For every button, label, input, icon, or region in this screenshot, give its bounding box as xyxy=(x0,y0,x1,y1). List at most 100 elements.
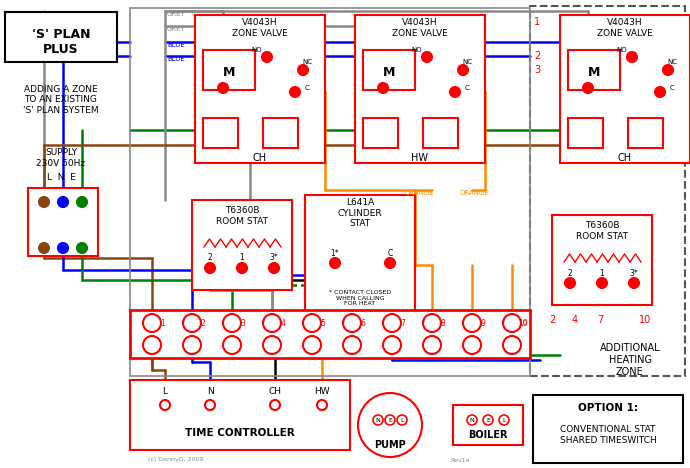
Circle shape xyxy=(458,65,468,75)
Text: V4043H
ZONE VALVE: V4043H ZONE VALVE xyxy=(232,18,288,38)
Text: 10: 10 xyxy=(639,315,651,325)
Circle shape xyxy=(58,243,68,253)
Text: Rev1a: Rev1a xyxy=(450,458,469,462)
Text: 'S' PLAN
PLUS: 'S' PLAN PLUS xyxy=(32,28,90,56)
Text: 1: 1 xyxy=(161,319,166,328)
Circle shape xyxy=(627,52,637,62)
Circle shape xyxy=(269,263,279,273)
Bar xyxy=(5,12,117,62)
Text: 6: 6 xyxy=(361,319,366,328)
Circle shape xyxy=(39,243,49,253)
Circle shape xyxy=(237,263,247,273)
Circle shape xyxy=(597,278,607,288)
Text: E: E xyxy=(388,417,392,423)
Text: T6360B
ROOM STAT: T6360B ROOM STAT xyxy=(576,221,628,241)
Circle shape xyxy=(330,258,340,268)
Text: 7: 7 xyxy=(401,319,406,328)
Text: 2: 2 xyxy=(549,315,555,325)
Circle shape xyxy=(290,87,300,97)
Bar xyxy=(530,6,685,376)
Text: ADDING A ZONE
TO AN EXISTING
'S' PLAN SYSTEM: ADDING A ZONE TO AN EXISTING 'S' PLAN SY… xyxy=(23,85,99,115)
Text: L: L xyxy=(400,417,404,423)
Bar xyxy=(203,50,255,90)
Circle shape xyxy=(629,278,639,288)
Bar xyxy=(355,15,485,163)
Text: C: C xyxy=(387,249,393,257)
Text: BLUE: BLUE xyxy=(167,56,185,62)
Circle shape xyxy=(58,197,68,207)
Bar xyxy=(568,50,620,90)
Text: L641A
CYLINDER
STAT: L641A CYLINDER STAT xyxy=(337,198,382,228)
Text: 1: 1 xyxy=(239,254,244,263)
Bar xyxy=(195,15,325,163)
Circle shape xyxy=(205,263,215,273)
Bar xyxy=(130,310,530,358)
Text: 3*: 3* xyxy=(629,269,638,278)
Text: N: N xyxy=(375,417,380,423)
Text: 4: 4 xyxy=(281,319,286,328)
Bar xyxy=(363,118,398,148)
Text: E: E xyxy=(486,417,490,423)
Text: 1: 1 xyxy=(600,269,604,278)
Text: 1: 1 xyxy=(534,17,540,27)
Bar xyxy=(192,200,292,290)
Text: 9: 9 xyxy=(480,319,486,328)
Text: GREY: GREY xyxy=(167,11,186,17)
Circle shape xyxy=(39,197,49,207)
Circle shape xyxy=(565,278,575,288)
Text: C: C xyxy=(304,85,309,91)
Circle shape xyxy=(77,197,87,207)
Text: 1*: 1* xyxy=(331,249,339,257)
Text: CONVENTIONAL STAT
SHARED TIMESWITCH: CONVENTIONAL STAT SHARED TIMESWITCH xyxy=(560,425,656,445)
Bar xyxy=(305,195,415,315)
Text: 2: 2 xyxy=(534,51,540,61)
Text: CH: CH xyxy=(618,153,632,163)
Bar xyxy=(423,118,458,148)
Circle shape xyxy=(218,83,228,93)
Circle shape xyxy=(385,258,395,268)
Text: 3: 3 xyxy=(241,319,246,328)
Circle shape xyxy=(663,65,673,75)
Text: * CONTACT CLOSED
WHEN CALLING
FOR HEAT: * CONTACT CLOSED WHEN CALLING FOR HEAT xyxy=(329,290,391,306)
Text: CH: CH xyxy=(268,388,282,396)
Text: L  N  E: L N E xyxy=(46,174,75,183)
Bar xyxy=(552,215,652,305)
Bar xyxy=(130,380,350,450)
Text: NO: NO xyxy=(617,47,627,53)
Bar xyxy=(263,118,298,148)
Text: NC: NC xyxy=(667,59,677,65)
Text: 8: 8 xyxy=(441,319,445,328)
Text: NC: NC xyxy=(302,59,312,65)
Text: 5: 5 xyxy=(321,319,326,328)
Text: SUPPLY
230V 50Hz: SUPPLY 230V 50Hz xyxy=(37,148,86,168)
Text: 7: 7 xyxy=(597,315,603,325)
Circle shape xyxy=(298,65,308,75)
Circle shape xyxy=(422,52,432,62)
Circle shape xyxy=(77,243,87,253)
Text: PUMP: PUMP xyxy=(374,440,406,450)
Text: OPTION 1:: OPTION 1: xyxy=(578,403,638,413)
Text: 3*: 3* xyxy=(270,254,278,263)
Circle shape xyxy=(583,83,593,93)
Text: V4043H
ZONE VALVE: V4043H ZONE VALVE xyxy=(392,18,448,38)
Text: ADDITIONAL
HEATING
ZONE: ADDITIONAL HEATING ZONE xyxy=(600,344,660,377)
Text: TIME CONTROLLER: TIME CONTROLLER xyxy=(185,428,295,438)
Bar xyxy=(453,405,523,445)
Text: (c) DannyD, 2009: (c) DannyD, 2009 xyxy=(148,458,204,462)
Bar xyxy=(560,15,690,163)
Text: NO: NO xyxy=(252,47,262,53)
Text: M: M xyxy=(223,66,235,80)
Text: 3: 3 xyxy=(534,65,540,75)
Text: M: M xyxy=(383,66,395,80)
Text: 10: 10 xyxy=(518,319,528,328)
Text: N: N xyxy=(206,388,213,396)
Text: BLUE: BLUE xyxy=(167,42,185,48)
Text: ORANGE: ORANGE xyxy=(405,190,435,196)
Bar xyxy=(363,50,415,90)
Circle shape xyxy=(262,52,272,62)
Bar xyxy=(533,395,683,463)
Text: NO: NO xyxy=(412,47,422,53)
Bar xyxy=(28,188,98,256)
Text: CH: CH xyxy=(253,153,267,163)
Text: GREY: GREY xyxy=(167,26,186,32)
